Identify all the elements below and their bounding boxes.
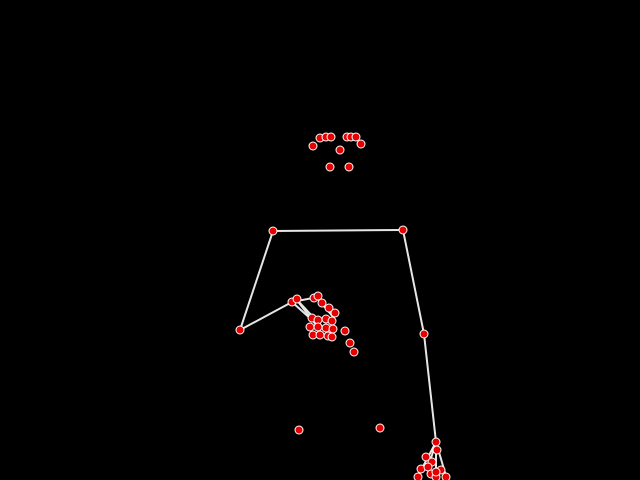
bone-1 [239,230,274,331]
face-joint-0 [308,141,318,151]
face-joint-10 [344,162,354,172]
face-joint-9 [325,162,335,172]
left-hand-joint-19 [340,326,350,336]
left-hand-joint-4 [317,298,327,308]
body-joint-1 [398,225,408,235]
right-hand-joint-4 [413,472,423,480]
left-hand-joint-21 [349,347,359,357]
left-hand-joint-3 [313,291,323,301]
right-hand-joint-8 [441,472,451,480]
skeleton-joints [235,132,451,480]
left-hand-joint-6 [330,308,340,318]
left-hand-joint-14 [328,324,338,334]
bone-0 [272,229,404,232]
bone-2 [239,301,293,331]
body-joint-2 [235,325,245,335]
face-joint-6 [351,132,361,142]
left-hand-joint-5 [324,303,334,313]
face-joint-8 [335,145,345,155]
left-hand-joint-11 [305,322,315,332]
bone-4 [423,333,437,443]
right-hand-joint-9 [431,467,441,477]
body-joint-6 [431,437,441,447]
left-hand-joint-18 [327,332,337,342]
left-hand-joint-1 [292,294,302,304]
body-joint-5 [375,423,385,433]
bone-3 [402,229,425,335]
left-hand-joint-12 [313,322,323,332]
body-joint-7 [432,445,442,455]
body-joint-0 [268,226,278,236]
left-hand-joint-20 [345,338,355,348]
body-joint-3 [419,329,429,339]
face-joint-7 [356,139,366,149]
left-hand-joint-16 [315,330,325,340]
right-hand-joint-0 [421,452,431,462]
left-hand-joint-10 [327,316,337,326]
body-joint-4 [294,425,304,435]
face-joint-3 [326,132,336,142]
